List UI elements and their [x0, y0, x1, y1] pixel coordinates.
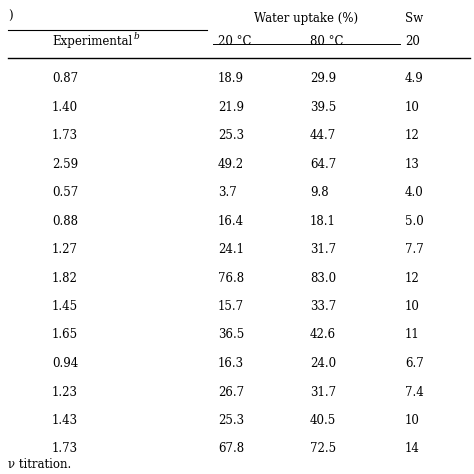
Text: 1.73: 1.73	[52, 443, 78, 456]
Text: 42.6: 42.6	[310, 328, 336, 341]
Text: 18.1: 18.1	[310, 215, 336, 228]
Text: Water uptake (%): Water uptake (%)	[255, 12, 358, 25]
Text: 76.8: 76.8	[218, 272, 244, 284]
Text: 1.40: 1.40	[52, 100, 78, 113]
Text: 14: 14	[405, 443, 420, 456]
Text: 31.7: 31.7	[310, 243, 336, 256]
Text: b: b	[134, 32, 140, 41]
Text: 25.3: 25.3	[218, 129, 244, 142]
Text: ν titration.: ν titration.	[8, 458, 71, 471]
Text: 25.3: 25.3	[218, 414, 244, 427]
Text: 36.5: 36.5	[218, 328, 244, 341]
Text: 64.7: 64.7	[310, 157, 336, 171]
Text: 39.5: 39.5	[310, 100, 336, 113]
Text: 10: 10	[405, 300, 420, 313]
Text: 16.3: 16.3	[218, 357, 244, 370]
Text: 15.7: 15.7	[218, 300, 244, 313]
Text: 1.23: 1.23	[52, 385, 78, 399]
Text: 29.9: 29.9	[310, 72, 336, 85]
Text: 21.9: 21.9	[218, 100, 244, 113]
Text: 1.65: 1.65	[52, 328, 78, 341]
Text: 40.5: 40.5	[310, 414, 336, 427]
Text: 1.27: 1.27	[52, 243, 78, 256]
Text: 7.7: 7.7	[405, 243, 424, 256]
Text: Experimental: Experimental	[52, 35, 132, 48]
Text: 83.0: 83.0	[310, 272, 336, 284]
Text: Sw: Sw	[405, 12, 423, 25]
Text: 24.0: 24.0	[310, 357, 336, 370]
Text: 18.9: 18.9	[218, 72, 244, 85]
Text: ): )	[8, 10, 13, 23]
Text: 1.82: 1.82	[52, 272, 78, 284]
Text: 44.7: 44.7	[310, 129, 336, 142]
Text: 5.0: 5.0	[405, 215, 424, 228]
Text: 9.8: 9.8	[310, 186, 328, 199]
Text: 2.59: 2.59	[52, 157, 78, 171]
Text: 12: 12	[405, 272, 420, 284]
Text: 20 °C: 20 °C	[218, 35, 252, 48]
Text: 33.7: 33.7	[310, 300, 336, 313]
Text: 13: 13	[405, 157, 420, 171]
Text: 7.4: 7.4	[405, 385, 424, 399]
Text: 4.9: 4.9	[405, 72, 424, 85]
Text: 16.4: 16.4	[218, 215, 244, 228]
Text: 0.57: 0.57	[52, 186, 78, 199]
Text: 6.7: 6.7	[405, 357, 424, 370]
Text: 1.45: 1.45	[52, 300, 78, 313]
Text: 26.7: 26.7	[218, 385, 244, 399]
Text: 10: 10	[405, 100, 420, 113]
Text: 3.7: 3.7	[218, 186, 237, 199]
Text: 1.43: 1.43	[52, 414, 78, 427]
Text: 1.73: 1.73	[52, 129, 78, 142]
Text: 31.7: 31.7	[310, 385, 336, 399]
Text: 10: 10	[405, 414, 420, 427]
Text: 0.94: 0.94	[52, 357, 78, 370]
Text: 12: 12	[405, 129, 420, 142]
Text: 67.8: 67.8	[218, 443, 244, 456]
Text: 80 °C: 80 °C	[310, 35, 344, 48]
Text: 4.0: 4.0	[405, 186, 424, 199]
Text: 20: 20	[405, 35, 420, 48]
Text: 49.2: 49.2	[218, 157, 244, 171]
Text: 11: 11	[405, 328, 420, 341]
Text: 24.1: 24.1	[218, 243, 244, 256]
Text: 0.87: 0.87	[52, 72, 78, 85]
Text: 0.88: 0.88	[52, 215, 78, 228]
Text: 72.5: 72.5	[310, 443, 336, 456]
